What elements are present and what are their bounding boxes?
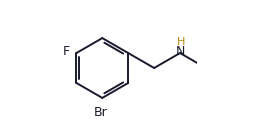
Text: Br: Br [94, 106, 108, 119]
Text: F: F [63, 45, 70, 58]
Text: H: H [177, 36, 185, 47]
Text: N: N [176, 45, 185, 58]
